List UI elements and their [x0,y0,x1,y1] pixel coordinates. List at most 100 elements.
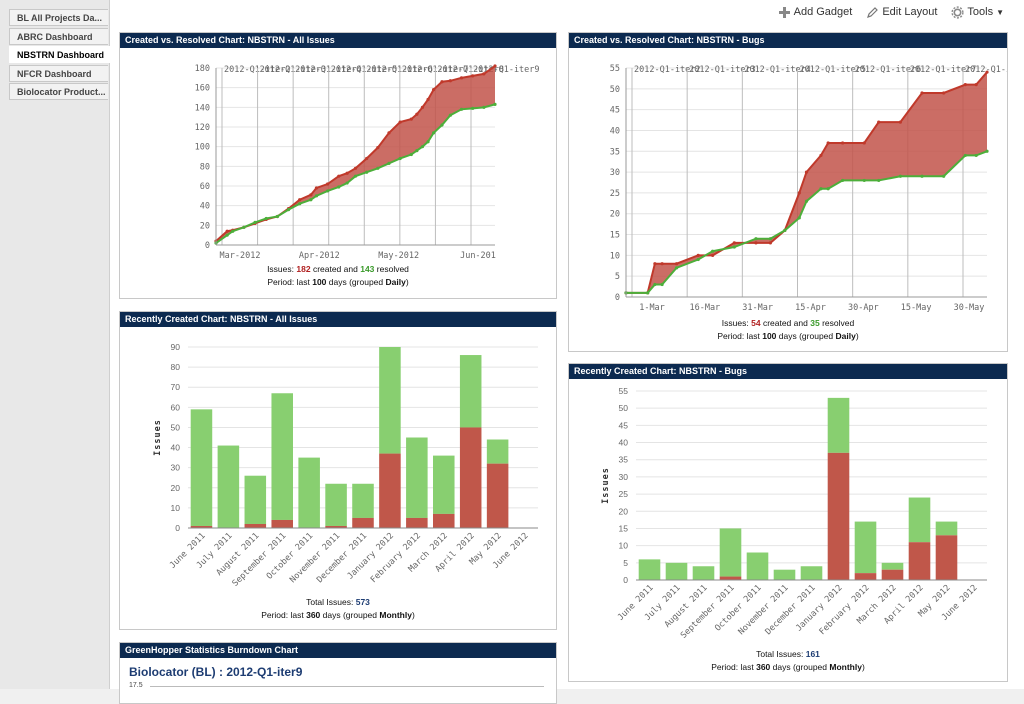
y-tick-label: 20 [610,210,620,220]
bar-unresolved [406,517,428,528]
y-tick-label: 0 [175,523,180,533]
sidebar-tab-nbstrn[interactable]: NBSTRN Dashboard [9,46,110,63]
gadget-title[interactable]: Recently Created Chart: NBSTRN - All Iss… [120,312,556,327]
y-tick-label: 45 [610,106,620,116]
resolved-point [985,149,989,153]
add-gadget-label: Add Gadget [793,6,853,18]
resolved-point [711,249,715,253]
created-point [415,112,419,116]
y-tick-label: 160 [195,84,210,94]
resolved-point [841,178,845,183]
resolved-point [353,174,358,178]
y-tick-label: 0 [623,575,628,585]
version-label: 2012-Q1-iter2 [634,65,701,75]
created-point [974,83,978,87]
created-point [298,198,302,202]
resolved-count: 143 [360,264,375,274]
created-resolved-gap-area [626,72,987,293]
resolved-point [660,282,664,287]
resolved-point [337,185,341,189]
bar-resolved [190,409,213,526]
version-label: 2012-Q1-iter7 [910,65,977,75]
gadget-title[interactable]: Created vs. Resolved Chart: NBSTRN - Bug… [569,33,1007,48]
bar-resolved [773,569,796,580]
bar-resolved [665,562,688,580]
resolved-point [432,131,436,135]
resolved-point [920,174,924,178]
resolved-point [440,123,444,127]
gadget-title[interactable]: Recently Created Chart: NBSTRN - Bugs [569,364,1007,379]
created-point [365,156,369,161]
version-label: 2012-Q1-iter8 [965,65,1007,75]
x-tick-label: Jun-201 [460,251,496,261]
resolved-point [826,187,830,191]
resolved-point [493,102,497,106]
edit-layout-button[interactable]: Edit Layout [866,4,937,20]
created-point [398,120,402,124]
tools-menu-button[interactable]: Tools ▼ [951,4,1004,20]
pencil-icon [867,6,879,18]
y-tick-label: 20 [171,483,181,493]
y-tick-label: 60 [200,182,210,192]
sidebar-tab-bl-all-projects[interactable]: BL All Projects Da... [9,9,108,26]
created-point [337,174,341,178]
gadget-created-vs-resolved-bugs: Created vs. Resolved Chart: NBSTRN - Bug… [568,32,1008,352]
bar-unresolved [325,525,347,528]
created-point [963,83,967,87]
created-point [440,80,444,84]
version-label: 2012-Q1-iter5 [800,65,867,75]
version-label: 2012-Q1-iter4 [744,65,811,75]
y-tick-label: 0 [205,241,210,251]
add-gadget-button[interactable]: Add Gadget [778,4,853,20]
y-tick-label: 35 [610,147,620,157]
bar-resolved [244,475,267,524]
gadget-created-vs-resolved-all: Created vs. Resolved Chart: NBSTRN - All… [119,32,557,299]
created-count: 182 [296,264,311,274]
total-prefix: Total Issues: [756,649,804,659]
y-tick-label: 30 [619,472,629,482]
y-tick-label: 70 [171,382,181,392]
created-point [409,117,413,121]
created-vs-resolved-chart-all[interactable]: 0204060801001201401601802012-Q1-iter2201… [120,49,556,269]
created-point [804,170,809,174]
resolved-series-line [626,150,988,294]
x-tick-label: Mar-2012 [220,251,261,261]
sidebar-tab-abrc[interactable]: ABRC Dashboard [9,28,108,45]
plus-icon [778,6,790,18]
period-prefix: Period: last [261,610,304,620]
y-tick-label: 120 [195,123,210,133]
x-tick-label: May-2012 [378,251,419,261]
period-end: ) [411,610,415,620]
sidebar-tab-biolocator-product[interactable]: Biolocator Product... [9,83,108,100]
created-point [225,229,229,233]
burndown-subtitle[interactable]: Biolocator (BL) : 2012-Q1-iter9 [129,665,303,679]
period-group: Daily [385,277,406,287]
y-tick-label: 30 [171,463,181,473]
y-tick-label: 40 [619,438,629,448]
created-text: created and [312,264,358,274]
y-tick-label: 45 [619,420,629,430]
chart-summary: Issues: 54 created and 35 resolved Perio… [569,317,1007,343]
resolved-point [398,156,402,161]
bar-unresolved [379,453,401,528]
summary-prefix: Issues: [721,318,749,328]
created-point [920,91,924,95]
resolved-point [314,194,319,198]
resolved-point [286,208,291,212]
bar-resolved [638,559,661,580]
resolved-point [482,105,486,109]
y-tick-label: 50 [171,422,181,432]
gadget-title[interactable]: Created vs. Resolved Chart: NBSTRN - All… [120,33,556,48]
resolved-point [426,140,430,144]
sidebar-tab-nfcr[interactable]: NFCR Dashboard [9,65,108,82]
gadget-title[interactable]: GreenHopper Statistics Burndown Chart [120,643,556,658]
x-tick-label: 15-May [901,303,932,313]
resolved-point [387,161,391,165]
bar-resolved [908,497,931,543]
bar-unresolved [271,519,293,528]
resolved-point [898,174,902,178]
period-mid: days (grouped [778,331,834,341]
